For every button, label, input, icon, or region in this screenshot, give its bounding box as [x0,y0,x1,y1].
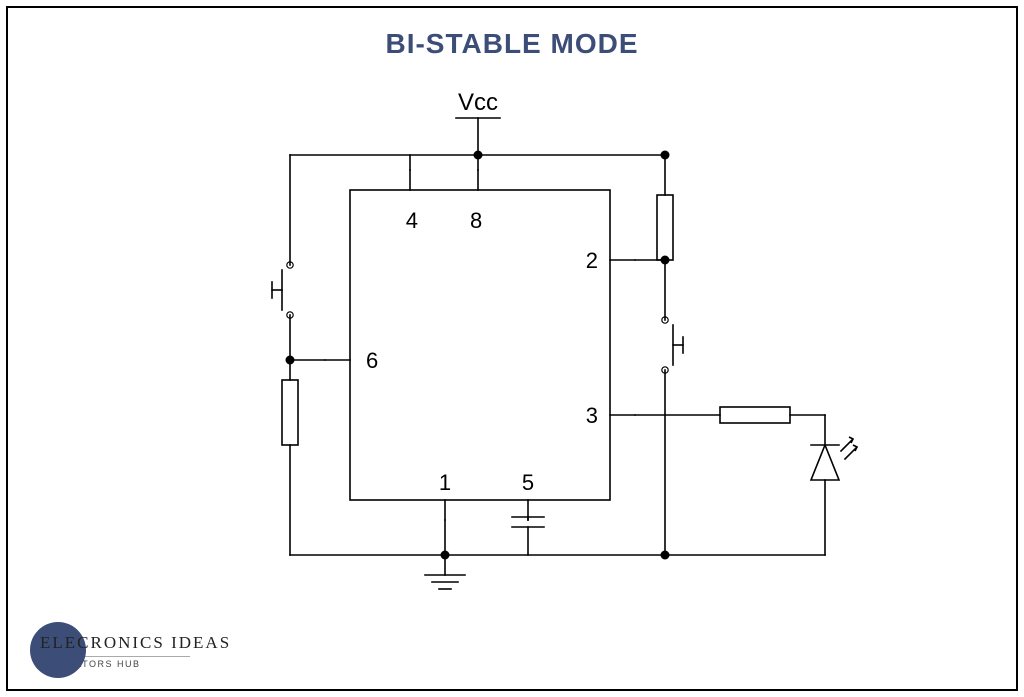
svg-text:5: 5 [522,470,534,495]
brand-logo-text: ELECRONICS IDEAS [40,634,231,653]
brand-logo: ELECRONICS IDEAS INNOVATORS HUB [40,634,231,669]
svg-text:Vcc: Vcc [458,89,498,116]
svg-text:6: 6 [366,348,378,373]
svg-text:3: 3 [586,403,598,428]
svg-text:8: 8 [470,208,482,233]
svg-text:1: 1 [439,470,451,495]
schematic-svg: Vcc 4 8 2 6 3 1 5 [0,0,1024,697]
svg-text:4: 4 [406,208,418,233]
svg-text:2: 2 [586,248,598,273]
